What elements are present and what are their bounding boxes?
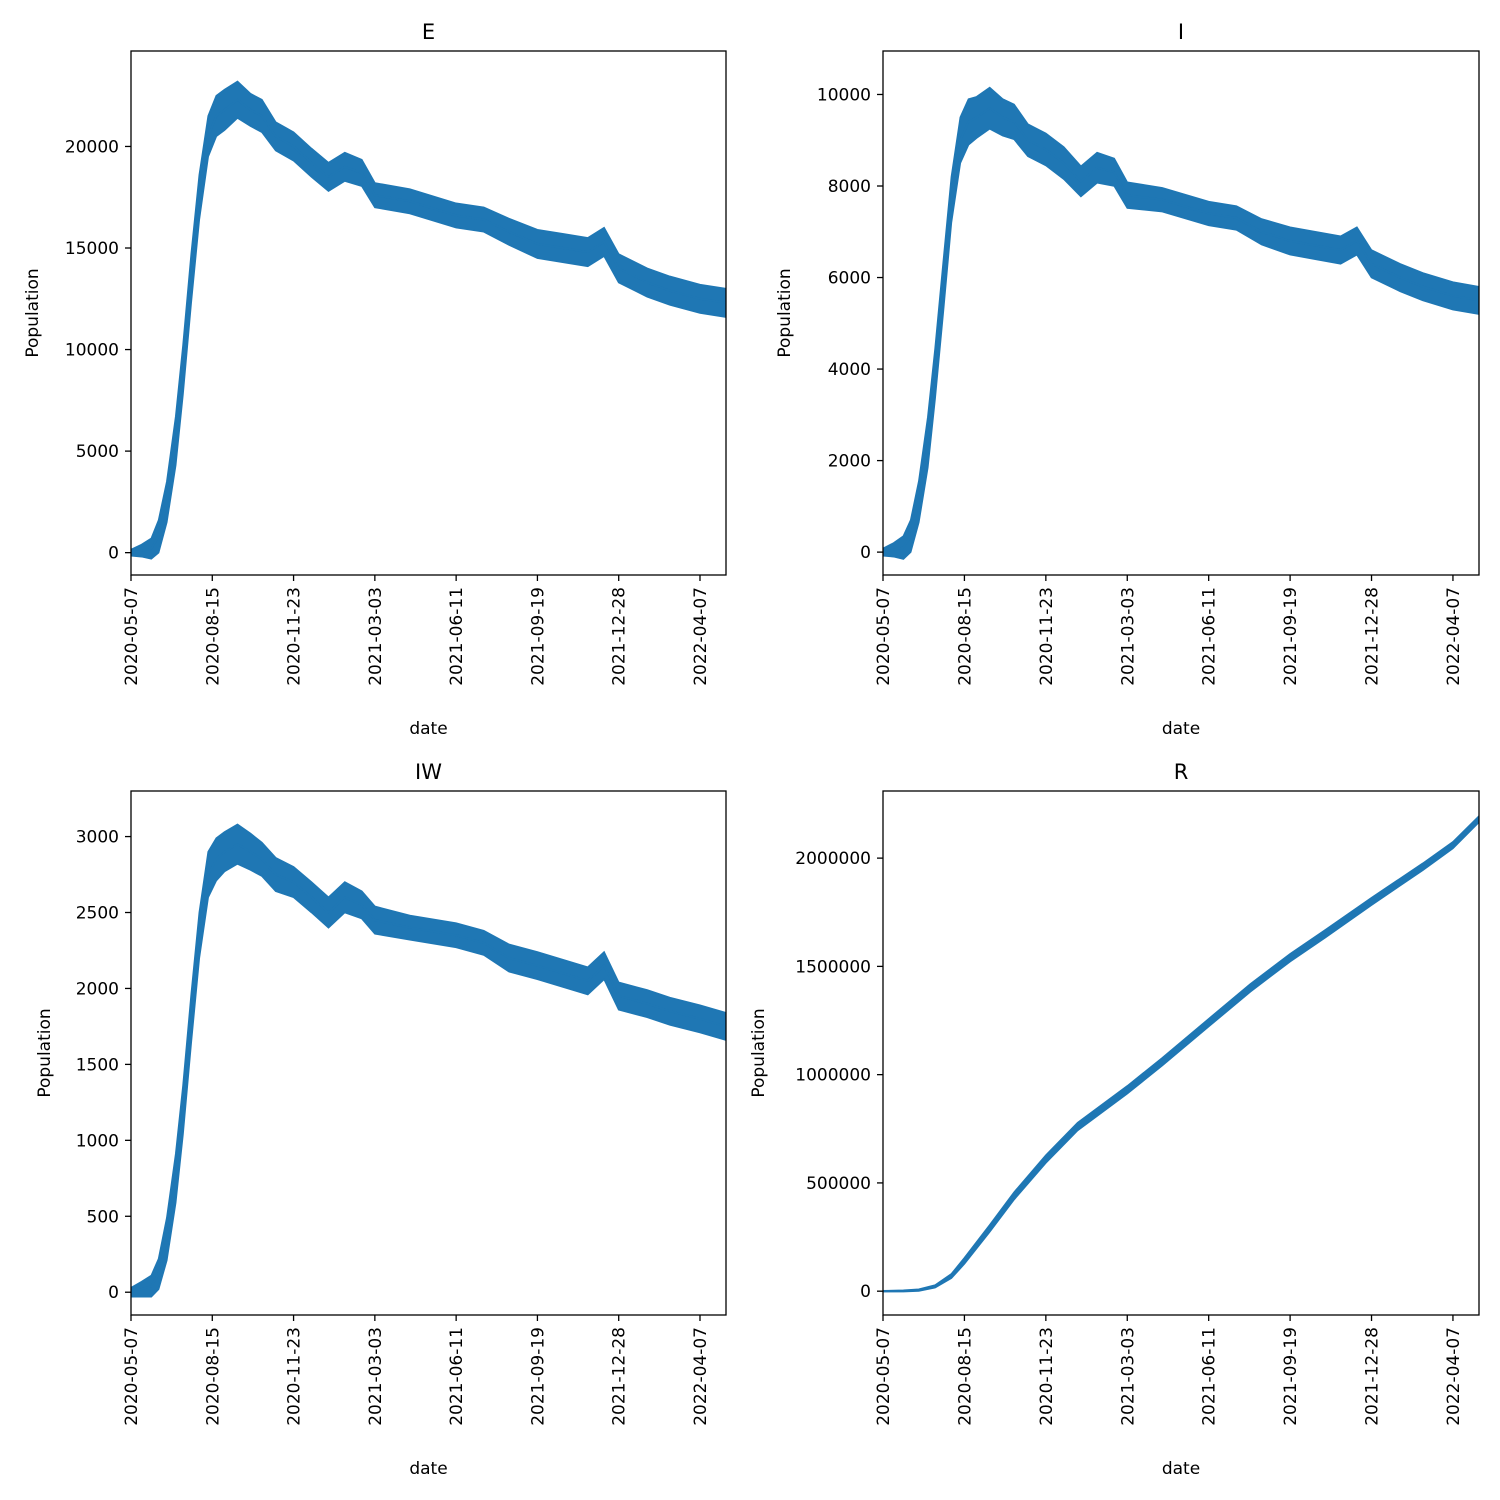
- series-band-0: [883, 815, 1479, 1293]
- y-tick-label: 2000000: [795, 849, 871, 869]
- y-tick-label: 15000: [65, 239, 119, 259]
- chart-title: R: [1174, 760, 1189, 784]
- y-tick-label: 1500000: [795, 957, 871, 977]
- x-tick-label: 2020-05-07: [122, 587, 142, 686]
- x-tick-label: 2021-12-28: [610, 587, 630, 686]
- x-axis-label: date: [1162, 1459, 1200, 1479]
- x-tick-label: 2020-08-15: [955, 1327, 975, 1426]
- chart-title: I: [1178, 20, 1184, 44]
- y-tick-label: 5000: [76, 442, 119, 462]
- series-line-0: [883, 818, 1479, 1293]
- series-line-0: [131, 843, 726, 1294]
- y-tick-label: 20000: [65, 137, 119, 157]
- y-tick-label: 8000: [828, 177, 871, 197]
- y-tick-label: 1000000: [795, 1066, 871, 1086]
- y-axis-label: Population: [749, 1008, 769, 1097]
- y-axis-label: Population: [35, 1008, 55, 1097]
- y-tick-label: 6000: [828, 269, 871, 289]
- x-tick-label: 2022-04-07: [1444, 1327, 1464, 1426]
- y-tick-label: 0: [860, 543, 871, 563]
- x-tick-label: 2020-11-23: [285, 587, 305, 686]
- y-tick-label: 500000: [806, 1174, 871, 1194]
- chart-title: E: [422, 20, 435, 44]
- series-line-0: [131, 98, 726, 554]
- x-tick-label: 2021-06-11: [447, 1327, 467, 1426]
- y-tick-label: 1000: [76, 1131, 119, 1151]
- plot-frame: [882, 790, 1480, 1316]
- y-tick-label: 2000: [828, 452, 871, 472]
- x-tick-label: 2020-05-07: [122, 1327, 142, 1426]
- x-tick-label: 2022-04-07: [1444, 587, 1464, 686]
- x-tick-label: 2020-11-23: [285, 1327, 305, 1426]
- x-tick-label: 2020-08-15: [203, 587, 223, 686]
- x-tick-label: 2020-05-07: [874, 587, 894, 686]
- y-axis-label: Population: [23, 268, 43, 357]
- x-tick-label: 2021-09-19: [1281, 587, 1301, 686]
- x-tick-label: 2021-09-19: [528, 587, 548, 686]
- chart-panel-i: 0 2000 4000 6000 8000 10000 2020-05-07 2020-08-…: [775, 20, 1480, 739]
- x-tick-label: 2021-03-03: [366, 587, 386, 686]
- x-tick-label: 2021-03-03: [1118, 587, 1138, 686]
- chart-panel-iw: 0 500 1000 1500 2000 2500 3000 2020-05-07 2020-0…: [35, 760, 727, 1479]
- chart-title: IW: [415, 760, 442, 784]
- plot-frame: [882, 50, 1480, 576]
- y-axis-label: Population: [775, 268, 795, 357]
- chart-panel-r: 0 500000 1000000 1500000 2000000 2020-05-07 20…: [749, 760, 1480, 1479]
- x-tick-label: 2021-06-11: [447, 587, 467, 686]
- series-band-0: [131, 80, 726, 560]
- series-line-0: [883, 106, 1479, 554]
- series-band-0: [883, 86, 1479, 560]
- plot-frame: [130, 50, 727, 576]
- y-tick-label: 0: [108, 1283, 119, 1303]
- y-tick-label: 10000: [817, 85, 871, 105]
- x-tick-label: 2020-08-15: [955, 587, 975, 686]
- x-tick-label: 2022-04-07: [691, 1327, 711, 1426]
- x-tick-label: 2020-05-07: [874, 1327, 894, 1426]
- y-tick-label: 4000: [828, 360, 871, 380]
- plot-frame: [130, 790, 727, 1316]
- x-tick-label: 2021-09-19: [1281, 1327, 1301, 1426]
- series-band-0: [131, 823, 726, 1298]
- y-tick-label: 10000: [65, 341, 119, 361]
- y-tick-label: 1500: [76, 1055, 119, 1075]
- x-tick-label: 2021-03-03: [366, 1327, 386, 1426]
- x-tick-label: 2021-06-11: [1200, 1327, 1220, 1426]
- y-tick-label: 0: [108, 544, 119, 564]
- chart-panel-e: 0 5000 10000 15000 20000 2020-05-07 2020-08-15…: [23, 20, 727, 739]
- y-tick-label: 2000: [76, 979, 119, 999]
- x-axis-label: date: [1162, 719, 1200, 739]
- x-tick-label: 2021-12-28: [1363, 1327, 1383, 1426]
- x-axis-label: date: [409, 1459, 447, 1479]
- x-tick-label: 2021-12-28: [610, 1327, 630, 1426]
- x-tick-label: 2020-11-23: [1037, 1327, 1057, 1426]
- x-tick-label: 2021-12-28: [1363, 587, 1383, 686]
- x-tick-label: 2020-11-23: [1037, 587, 1057, 686]
- y-tick-label: 3000: [76, 828, 119, 848]
- y-tick-label: 500: [87, 1207, 119, 1227]
- x-tick-label: 2021-03-03: [1118, 1327, 1138, 1426]
- y-tick-label: 2500: [76, 904, 119, 924]
- x-axis-label: date: [409, 719, 447, 739]
- x-tick-label: 2021-09-19: [528, 1327, 548, 1426]
- y-tick-label: 0: [860, 1282, 871, 1302]
- x-tick-label: 2020-08-15: [203, 1327, 223, 1426]
- x-tick-label: 2021-06-11: [1200, 587, 1220, 686]
- x-tick-label: 2022-04-07: [691, 587, 711, 686]
